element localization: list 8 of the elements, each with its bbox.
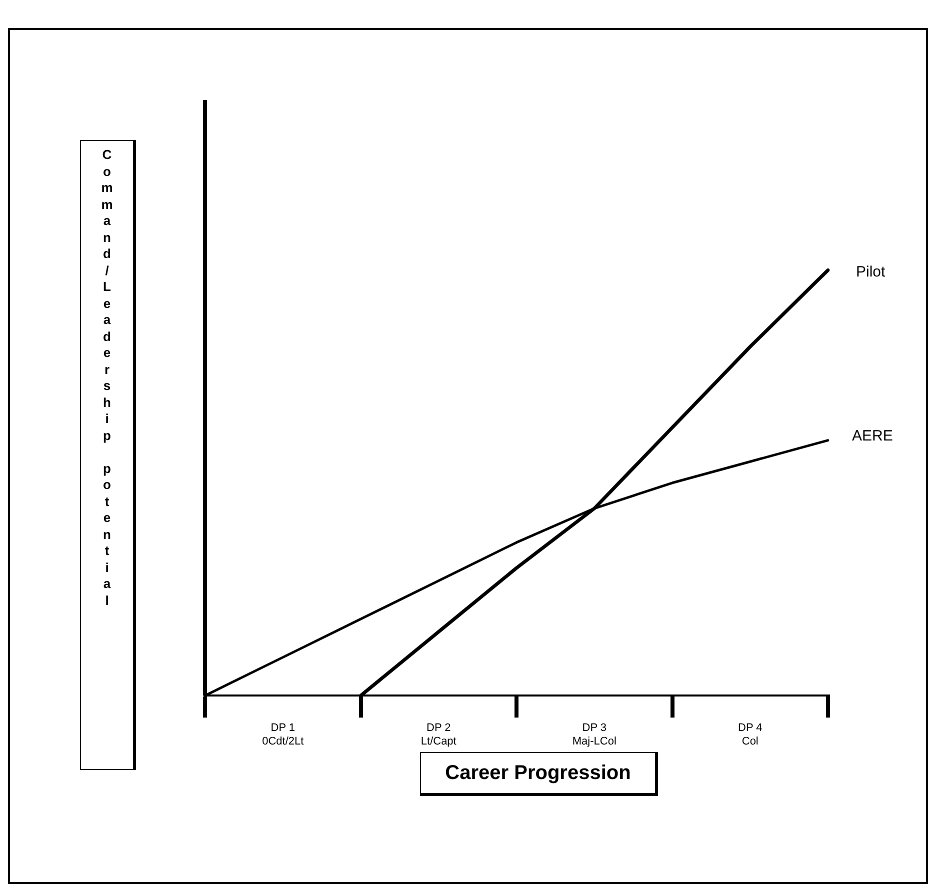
text: Command/Leadership potential [101,147,113,608]
x-tick-label: DP 1 0Cdt/2Lt [262,722,304,748]
x-tick-label: DP 2 Lt/Capt [420,722,456,748]
x-tick-label: DP 4 Col [738,722,762,748]
x-tick-label: DP 3 Maj-LCol [572,722,616,748]
x-axis-title: Career Progression [420,752,658,796]
series-label: Pilot [856,263,886,280]
series-label: AERE [852,427,893,444]
